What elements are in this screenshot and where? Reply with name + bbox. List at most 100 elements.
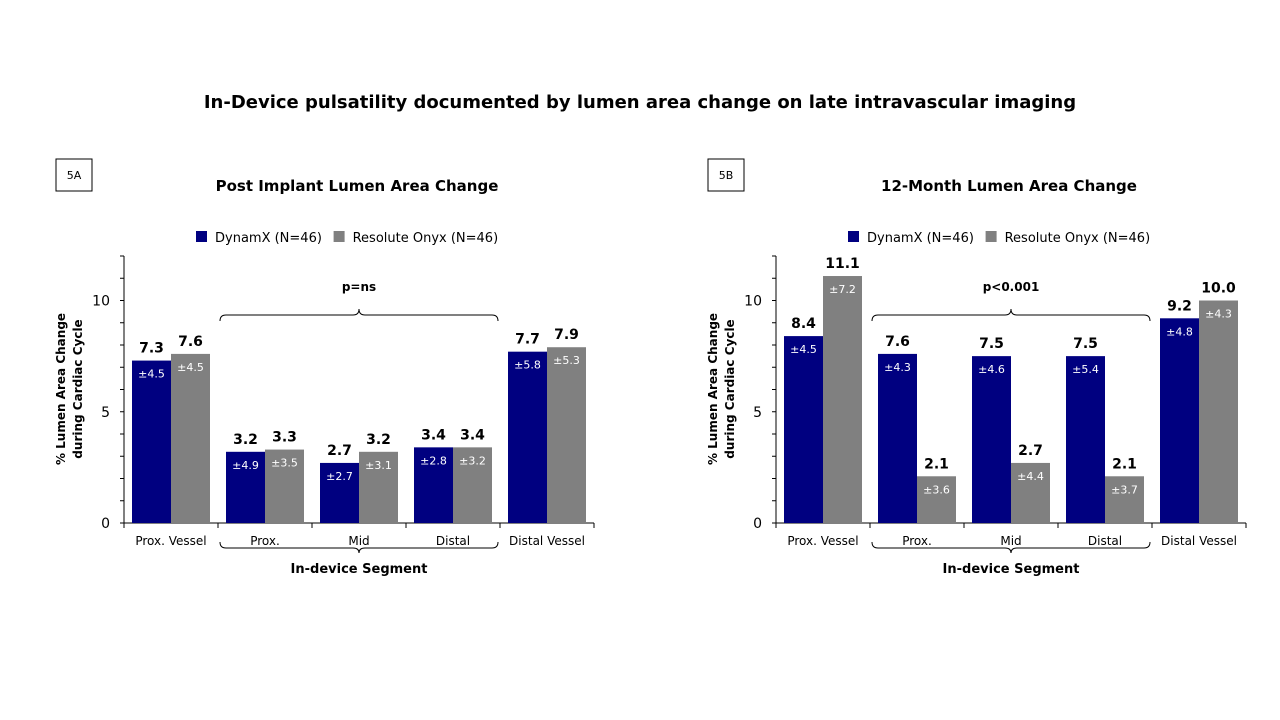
bar-value-label: 7.5 xyxy=(1073,336,1098,352)
y-axis-title: % Lumen Area Change xyxy=(706,313,720,465)
x-tick-label: Prox. xyxy=(250,534,280,548)
legend-label: DynamX (N=46) xyxy=(215,231,322,246)
bar-value-label: 11.1 xyxy=(825,256,860,272)
panel-label: 5A xyxy=(67,169,82,182)
bar xyxy=(1105,476,1144,523)
bar-sd-label: ±5.3 xyxy=(553,354,580,367)
bar-value-label: 2.1 xyxy=(1112,456,1137,472)
bar-sd-label: ±2.7 xyxy=(326,470,353,483)
y-axis-title: during Cardiac Cycle xyxy=(723,319,737,458)
bar xyxy=(1199,300,1238,523)
x-tick-label: Prox. Vessel xyxy=(787,534,858,548)
bar-sd-label: ±4.6 xyxy=(978,363,1005,376)
panel-label: 5B xyxy=(719,169,734,182)
bar-sd-label: ±4.5 xyxy=(790,343,817,356)
bar-value-label: 2.1 xyxy=(924,456,949,472)
bar xyxy=(171,353,210,523)
p-value-label: p<0.001 xyxy=(983,280,1040,294)
chart-5b: 5B 12-Month Lumen Area Change DynamX (N=46… xyxy=(706,158,1247,577)
bar-sd-label: ±3.5 xyxy=(271,457,298,470)
p-value-label: p=ns xyxy=(342,280,376,294)
bar-value-label: 8.4 xyxy=(791,316,816,332)
bar-sd-label: ±4.8 xyxy=(1166,325,1193,338)
y-tick-label: 0 xyxy=(101,516,110,532)
bar xyxy=(1160,318,1199,523)
bar-value-label: 7.5 xyxy=(979,336,1004,352)
legend-label: Resolute Onyx (N=46) xyxy=(1005,231,1151,246)
bar xyxy=(414,447,453,523)
legend-swatch xyxy=(333,231,345,242)
chart-title: 12-Month Lumen Area Change xyxy=(881,177,1137,195)
bar-value-label: 3.2 xyxy=(233,432,258,448)
bar xyxy=(226,451,265,523)
bar xyxy=(1066,356,1105,523)
legend-label: DynamX (N=46) xyxy=(867,231,974,246)
bar xyxy=(972,356,1011,523)
significance-bracket xyxy=(871,308,1151,322)
x-tick-label: Distal xyxy=(436,534,470,548)
x-tick-label: Mid xyxy=(348,534,369,548)
bar-value-label: 2.7 xyxy=(1018,443,1043,459)
bar xyxy=(784,336,823,523)
page-title: In-Device pulsatility documented by lume… xyxy=(203,92,1077,113)
significance-bracket xyxy=(219,308,499,322)
chart-title: Post Implant Lumen Area Change xyxy=(216,177,499,195)
bar-value-label: 9.2 xyxy=(1167,298,1192,314)
legend-swatch xyxy=(196,231,207,242)
segment-bracket xyxy=(219,541,499,554)
panel-label-box xyxy=(707,158,745,192)
x-tick-label: Distal Vessel xyxy=(509,534,585,548)
bar xyxy=(508,351,547,523)
bar-sd-label: ±5.8 xyxy=(514,359,541,372)
x-tick-label: Distal Vessel xyxy=(1161,534,1237,548)
bar-sd-label: ±5.4 xyxy=(1072,363,1099,376)
bar-value-label: 7.9 xyxy=(554,327,579,343)
y-tick-label: 10 xyxy=(744,294,762,310)
x-tick-label: Distal xyxy=(1088,534,1122,548)
bar xyxy=(453,447,492,523)
bar-sd-label: ±4.5 xyxy=(138,368,165,381)
bar xyxy=(265,449,304,523)
bar-sd-label: ±2.8 xyxy=(420,454,447,467)
panel-label-box xyxy=(55,158,93,192)
y-axis-title: % Lumen Area Change xyxy=(54,313,68,465)
bar-value-label: 7.3 xyxy=(139,341,164,357)
bar-value-label: 3.4 xyxy=(460,427,485,443)
legend-label: Resolute Onyx (N=46) xyxy=(353,231,499,246)
legend-swatch xyxy=(848,231,859,242)
bar-sd-label: ±4.4 xyxy=(1017,470,1044,483)
bar-value-label: 7.7 xyxy=(515,332,540,348)
y-axis-title: during Cardiac Cycle xyxy=(71,319,85,458)
bar-sd-label: ±7.2 xyxy=(829,283,856,296)
y-tick-label: 5 xyxy=(101,405,110,421)
x-tick-label: Mid xyxy=(1000,534,1021,548)
bar xyxy=(823,276,862,523)
bar-sd-label: ±3.7 xyxy=(1111,483,1138,496)
x-tick-label: Prox. Vessel xyxy=(135,534,206,548)
bar-value-label: 3.2 xyxy=(366,432,391,448)
bar-sd-label: ±3.2 xyxy=(459,454,486,467)
y-tick-label: 5 xyxy=(753,405,762,421)
x-axis-title: In-device Segment xyxy=(291,562,428,577)
y-tick-label: 0 xyxy=(753,516,762,532)
x-axis-title: In-device Segment xyxy=(943,562,1080,577)
bar-sd-label: ±4.9 xyxy=(232,459,259,472)
legend-swatch xyxy=(985,231,997,242)
bar-value-label: 7.6 xyxy=(178,334,203,350)
bar-sd-label: ±4.5 xyxy=(177,361,204,374)
bar-value-label: 2.7 xyxy=(327,443,352,459)
segment-bracket xyxy=(871,541,1151,554)
bar-sd-label: ±4.3 xyxy=(884,361,911,374)
bar-value-label: 3.3 xyxy=(272,430,297,446)
x-tick-label: Prox. xyxy=(902,534,932,548)
chart-5a: 5A Post Implant Lumen Area Change DynamX (… xyxy=(54,158,595,577)
bar xyxy=(1011,462,1050,523)
bar-sd-label: ±3.6 xyxy=(923,483,950,496)
bar xyxy=(359,451,398,523)
bar-value-label: 3.4 xyxy=(421,427,446,443)
bar xyxy=(878,353,917,523)
y-tick-label: 10 xyxy=(92,294,110,310)
bar xyxy=(132,360,171,523)
bar-sd-label: ±4.3 xyxy=(1205,308,1232,321)
bar xyxy=(547,347,586,523)
